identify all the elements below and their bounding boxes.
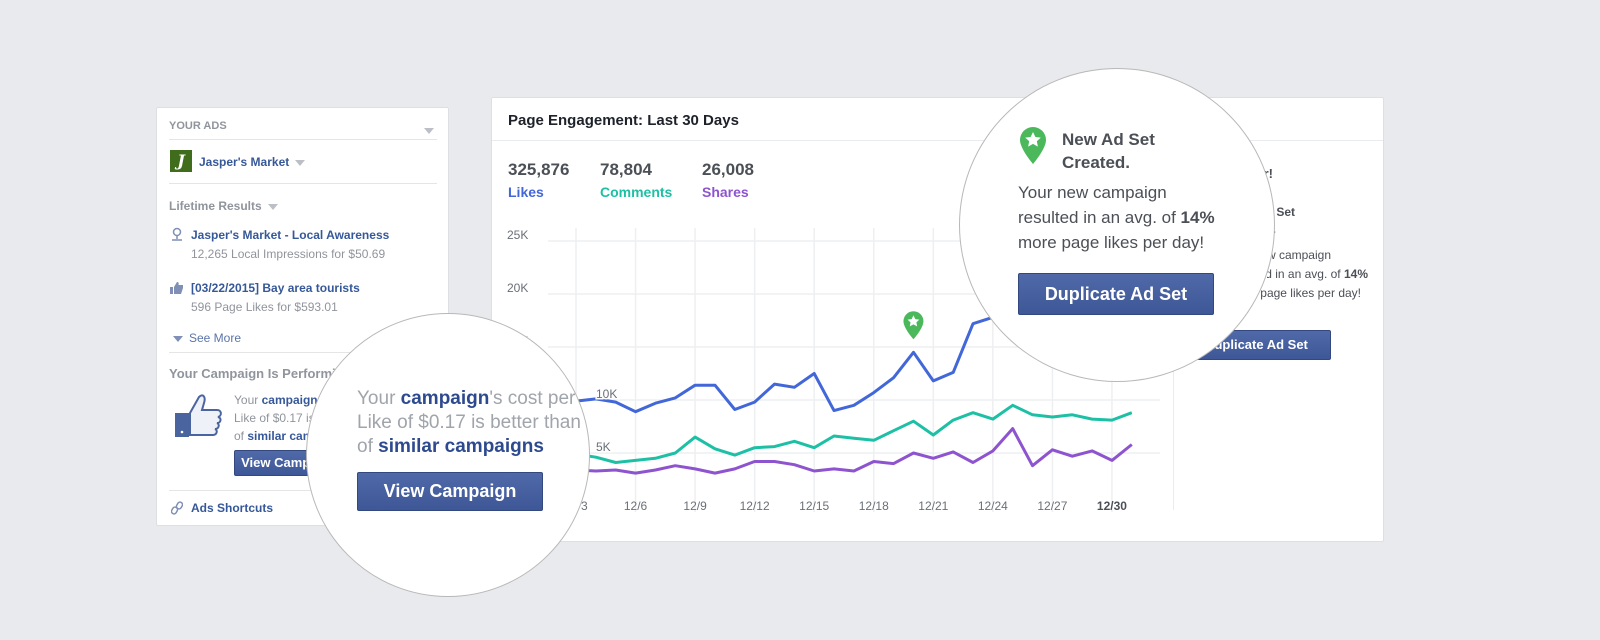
stat-likes[interactable]: 325,876 Likes bbox=[508, 160, 569, 200]
your-ads-title: YOUR ADS bbox=[169, 120, 227, 132]
see-more-label: See More bbox=[189, 331, 242, 345]
stat-label: Likes bbox=[508, 184, 544, 200]
chevron-down-icon bbox=[295, 159, 306, 166]
page-engagement-title: Page Engagement: Last 30 Days bbox=[508, 112, 739, 129]
magnified-performance-text: Your campaign's cost per Like of $0.17 i… bbox=[357, 388, 581, 457]
thumbs-up-icon bbox=[170, 281, 184, 299]
lifetime-results-dropdown[interactable]: Lifetime Results bbox=[169, 199, 278, 213]
stat-label: Shares bbox=[702, 184, 749, 200]
stat-value: 325,876 bbox=[508, 160, 570, 179]
result-subtitle: 12,265 Local Impressions for $50.69 bbox=[191, 247, 386, 261]
stat-value: 78,804 bbox=[600, 160, 652, 179]
your-ads-card: YOUR ADS J Jasper's Market Lifetime Resu… bbox=[156, 107, 449, 526]
chevron-down-icon bbox=[173, 335, 183, 342]
ads-shortcuts-link[interactable]: Ads Shortcuts bbox=[191, 501, 274, 515]
link-icon bbox=[170, 501, 184, 520]
right-panel-heading: r! bbox=[1263, 166, 1273, 181]
map-pin-icon bbox=[171, 227, 183, 246]
new-ad-set-body: Your new campaign resulted in an avg. of… bbox=[1018, 183, 1215, 252]
view-campaign-button-magnified[interactable]: View Campaign bbox=[357, 472, 543, 511]
campaign-magnifier: Your campaign's cost per Like of $0.17 i… bbox=[306, 313, 590, 597]
lifetime-results-label: Lifetime Results bbox=[169, 199, 262, 213]
right-panel-body-line3: more page likes per day! bbox=[1259, 286, 1361, 300]
thumbs-up-illustration-icon bbox=[173, 393, 223, 444]
stat-comments[interactable]: 78,804 Comments bbox=[600, 160, 672, 200]
right-panel-body-line1: Your new campaign bbox=[1271, 248, 1331, 262]
account-logo: J bbox=[170, 150, 192, 172]
performance-text: Your campaign's cost per Like of $0.17 i… bbox=[234, 393, 318, 443]
right-panel-title-line1: New Ad Set bbox=[1273, 205, 1295, 219]
stat-shares[interactable]: 26,008 Shares bbox=[702, 160, 754, 200]
new-ad-set-title: New Ad Set Created. bbox=[1062, 130, 1155, 172]
collapse-chevron-icon[interactable] bbox=[424, 122, 434, 140]
performance-title: Your Campaign Is Performing bbox=[169, 366, 349, 381]
star-map-pin-icon bbox=[1018, 125, 1048, 170]
right-panel-body-line2: resulted in an avg. of 14% bbox=[1267, 267, 1368, 281]
chevron-down-icon bbox=[267, 203, 278, 210]
result-title-link[interactable]: [03/22/2015] Bay area tourists bbox=[191, 281, 360, 295]
account-name: Jasper's Market bbox=[199, 155, 290, 169]
new-ad-set-magnifier: New Ad Set Created. Your new campaign res… bbox=[959, 68, 1275, 382]
stat-value: 26,008 bbox=[702, 160, 754, 179]
see-more-link[interactable]: See More bbox=[173, 331, 241, 345]
result-subtitle: 596 Page Likes for $593.01 bbox=[191, 300, 338, 314]
account-selector[interactable]: Jasper's Market bbox=[199, 155, 306, 169]
result-title-link[interactable]: Jasper's Market - Local Awareness bbox=[191, 228, 390, 242]
stat-label: Comments bbox=[600, 184, 673, 200]
duplicate-ad-set-button-magnified[interactable]: Duplicate Ad Set bbox=[1018, 273, 1214, 315]
